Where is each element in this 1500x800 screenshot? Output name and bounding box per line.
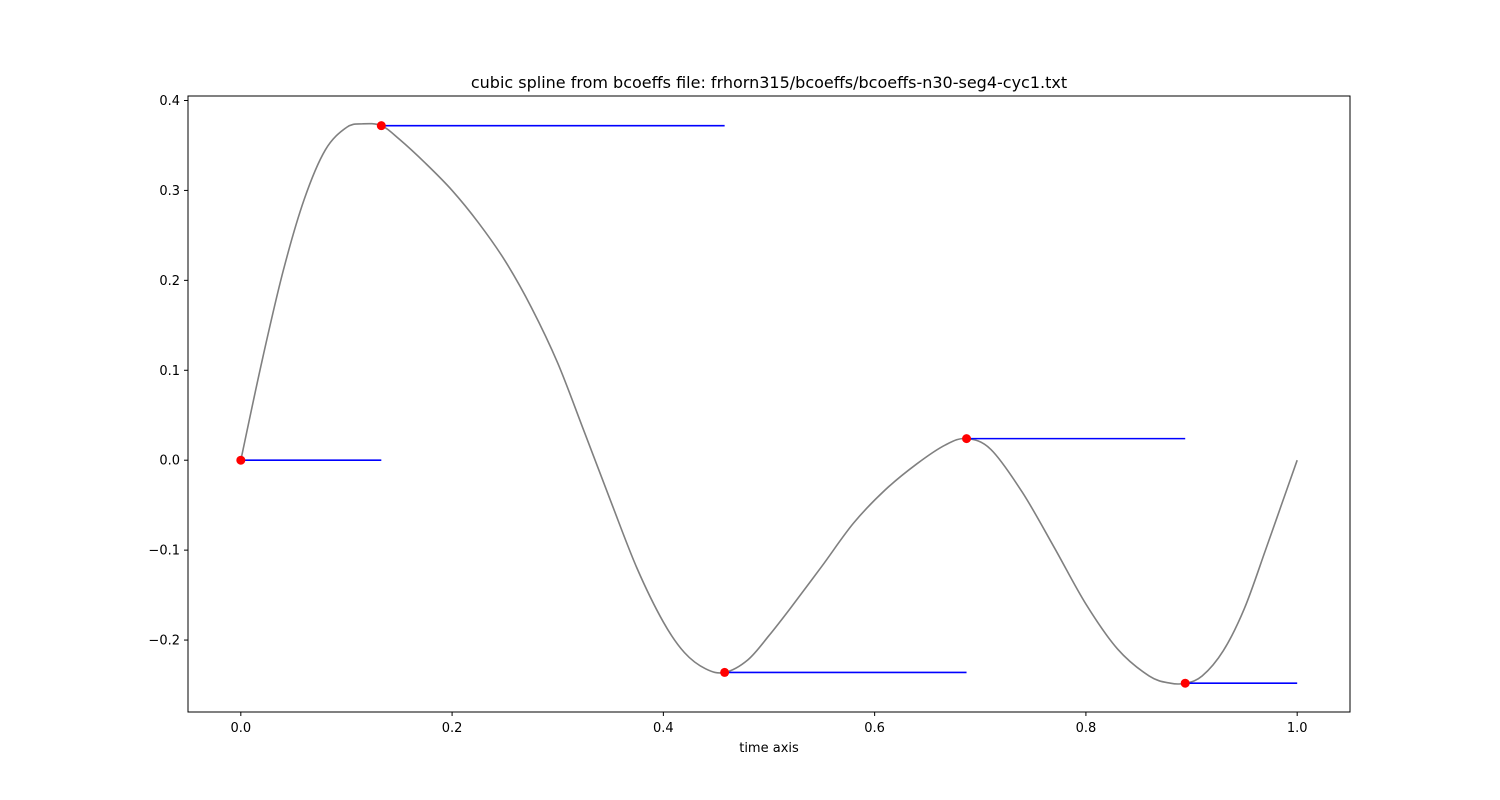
chart-title: cubic spline from bcoeffs file: frhorn31… [471, 73, 1067, 92]
y-tick-label: 0.2 [159, 274, 180, 289]
knot-point-2 [376, 121, 386, 131]
y-tick-label: 0.3 [159, 184, 180, 199]
y-tick-label: −0.1 [148, 544, 180, 559]
x-tick-label: 0.8 [1076, 721, 1097, 736]
x-tick-label: 0.6 [864, 721, 885, 736]
spline-curve [240, 122, 1298, 685]
y-axis: 0.4 0.3 0.2 0.1 0.0 −0.1 −0.2 [148, 94, 188, 649]
x-tick-label: 0.0 [230, 721, 251, 736]
x-tick-label: 0.4 [653, 721, 674, 736]
x-axis-label: time axis [739, 741, 799, 756]
x-tick-label: 0.2 [442, 721, 463, 736]
y-tick-label: −0.2 [148, 634, 180, 649]
knot-point-1 [236, 455, 246, 465]
knot-point-4 [962, 434, 972, 444]
plot-frame [187, 95, 1351, 713]
x-axis: 0.0 0.2 0.4 0.6 0.8 1.0 [230, 712, 1308, 736]
x-tick-label: 1.0 [1287, 721, 1308, 736]
y-tick-label: 0.0 [159, 454, 180, 469]
y-tick-label: 0.1 [159, 364, 180, 379]
y-tick-label: 0.4 [159, 94, 180, 109]
plot-area [236, 121, 1298, 688]
knot-point-5 [1180, 678, 1190, 688]
knot-point-3 [720, 667, 730, 677]
